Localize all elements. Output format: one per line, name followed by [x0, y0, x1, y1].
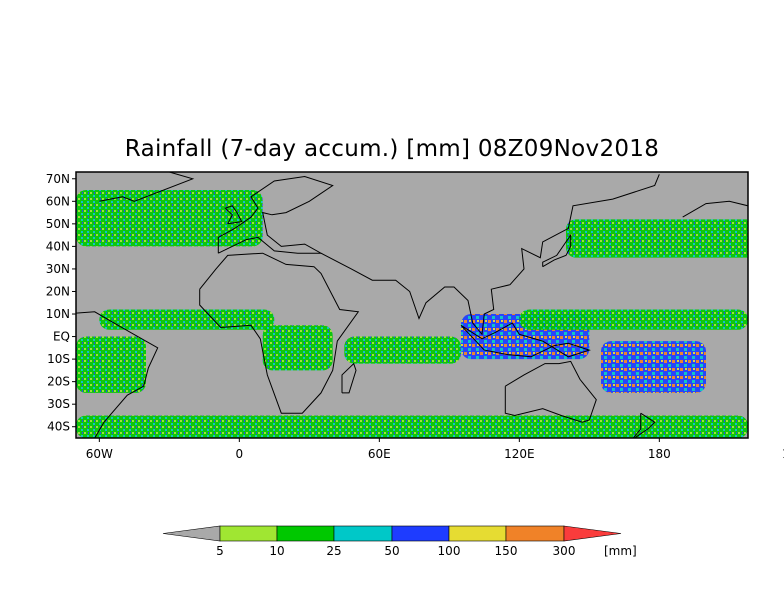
- colorbar-label: 25: [326, 544, 341, 558]
- madagascar-coast: [341, 362, 357, 394]
- lat-tick-label: 30S: [47, 397, 70, 411]
- greenland-coast: [99, 172, 195, 202]
- colorbar-bin: [219, 525, 278, 542]
- precip-band-atlantic-itcz: [99, 309, 275, 330]
- britain-coast: [224, 205, 243, 225]
- lon-tick-label: 60E: [368, 447, 391, 461]
- africa-coast: [199, 252, 360, 414]
- precip-band-central-africa: [262, 325, 333, 371]
- colorbar-unit: [mm]: [604, 544, 637, 558]
- lat-tick-label: 40S: [47, 420, 70, 434]
- colorbar-label: 100: [438, 544, 461, 558]
- colorbar-label: 150: [495, 544, 518, 558]
- lon-tick-label: 180: [648, 447, 671, 461]
- lat-tick-label: EQ: [53, 330, 70, 344]
- colorbar-bin: [505, 525, 565, 542]
- colorbar-label: 5: [216, 544, 224, 558]
- colorbar-label: 300: [553, 544, 576, 558]
- lat-tick-label: 40N: [46, 239, 70, 253]
- precip-band-pacific-itcz: [519, 309, 748, 330]
- lon-tick-label: 120W: [782, 447, 784, 461]
- japan-coast: [542, 233, 572, 268]
- lat-tick-label: 20N: [46, 284, 70, 298]
- asia-coast: [320, 174, 660, 336]
- precip-band-south-pacific-convergence-zone: [601, 341, 706, 393]
- colorbar-label: 50: [384, 544, 399, 558]
- colorbar-label: 10: [269, 544, 284, 558]
- lon-tick-label: 0: [236, 447, 244, 461]
- indonesia-coast: [460, 322, 591, 358]
- lat-tick-label: 60N: [46, 194, 70, 208]
- northamerica-coast: [682, 172, 748, 218]
- newzealand-coast: [632, 412, 656, 438]
- lon-tick-label: 120E: [504, 447, 535, 461]
- southamerica-coast: [76, 311, 159, 438]
- colorbar-bin: [391, 525, 450, 542]
- precip-band-north-atlantic-storm-track: [76, 190, 263, 247]
- lat-tick-label: 50N: [46, 217, 70, 231]
- lat-tick-label: 20S: [47, 375, 70, 389]
- colorbar-bin: [276, 525, 335, 542]
- precip-band-amazon: [76, 336, 146, 393]
- map-title: Rainfall (7-day accum.) [mm] 08Z09Nov201…: [124, 136, 660, 162]
- lat-tick-label: 70N: [46, 172, 70, 186]
- europe-coast: [217, 175, 334, 254]
- map-frame: [75, 171, 749, 439]
- colorbar-bin: [448, 525, 507, 542]
- colorbar-bin: [162, 525, 221, 542]
- colorbar-bin: [563, 525, 622, 542]
- precip-band-indian-ocean-itcz: [344, 336, 461, 364]
- lat-tick-label: 10S: [47, 352, 70, 366]
- lon-tick-label: 60W: [86, 447, 113, 461]
- lat-tick-label: 30N: [46, 262, 70, 276]
- precip-band-north-pacific-storm-track: [566, 219, 748, 258]
- australia-coast: [504, 360, 597, 423]
- colorbar-bin: [333, 525, 393, 542]
- lat-tick-label: 10N: [46, 307, 70, 321]
